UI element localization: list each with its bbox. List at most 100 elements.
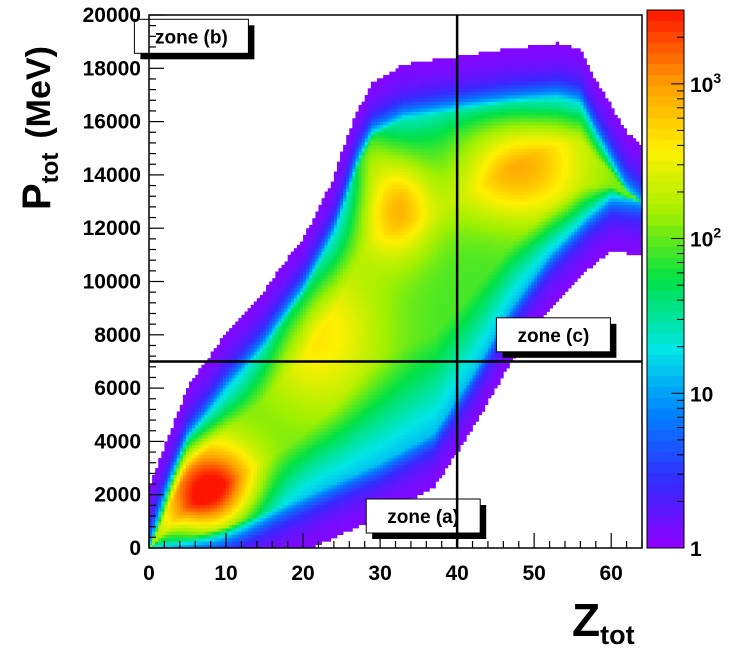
density-cell (263, 488, 267, 492)
density-cell (259, 484, 264, 489)
density-cell (278, 364, 282, 369)
density-cell (235, 341, 239, 346)
density-cell (346, 448, 350, 452)
density-cell (253, 534, 258, 539)
density-cell (321, 228, 325, 232)
density-cell (290, 401, 295, 406)
density-cell (235, 328, 239, 332)
density-cell (336, 221, 341, 226)
density-cell (235, 534, 239, 539)
density-cell (336, 501, 341, 506)
density-cell (312, 221, 316, 226)
density-cell (253, 528, 258, 532)
density-cell (324, 391, 329, 396)
density-cell (222, 411, 227, 416)
density-cell (287, 531, 292, 536)
density-cell (321, 504, 325, 509)
density-cell (256, 438, 261, 442)
density-cell (149, 484, 153, 489)
density-cell (346, 244, 350, 249)
density-cell (266, 374, 270, 379)
density-cell (182, 461, 187, 466)
density-cell (318, 514, 322, 519)
density-cell (275, 378, 279, 382)
density-cell (238, 498, 242, 502)
density-cell (238, 348, 242, 352)
density-cell (333, 334, 338, 339)
density-cell (216, 428, 221, 432)
density-cell (213, 541, 218, 546)
density-cell (333, 421, 338, 426)
density-cell (266, 541, 270, 546)
density-cell (309, 461, 313, 466)
density-cell (343, 254, 347, 259)
density-cell (229, 464, 233, 469)
density-cell (244, 314, 248, 319)
density-cell (207, 438, 211, 442)
density-cell (346, 334, 350, 339)
density-cell (259, 474, 264, 479)
density-cell (281, 384, 285, 389)
density-cell (299, 441, 304, 446)
density-cell (315, 344, 319, 349)
density-cell (167, 434, 171, 439)
density-cell (238, 494, 242, 499)
density-cell (293, 458, 298, 462)
density-cell (290, 361, 295, 366)
density-cell (349, 498, 353, 502)
density-cell (167, 478, 171, 482)
density-cell (238, 344, 242, 349)
density-cell (219, 514, 224, 519)
density-cell (250, 374, 255, 379)
density-cell (318, 444, 322, 449)
density-cell (340, 244, 344, 249)
density-cell (219, 428, 224, 432)
density-cell (269, 318, 273, 322)
density-cell (266, 498, 270, 502)
density-cell (238, 318, 242, 322)
density-cell (173, 518, 178, 522)
density-cell (290, 338, 295, 342)
density-cell (336, 354, 341, 359)
density-cell (149, 491, 153, 496)
density-cell (256, 428, 261, 432)
density-cell (263, 321, 267, 326)
density-cell (355, 398, 359, 402)
density-cell (330, 378, 335, 382)
density-cell (287, 541, 292, 546)
density-cell (343, 361, 347, 366)
density-cell (216, 374, 221, 379)
density-cell (303, 301, 307, 306)
density-cell (269, 411, 273, 416)
density-cell (324, 461, 329, 466)
density-cell (355, 474, 359, 479)
density-cell (272, 441, 276, 446)
density-cell (333, 484, 338, 489)
density-cell (275, 428, 279, 432)
density-cell (278, 351, 282, 356)
density-cell (173, 418, 178, 422)
density-cell (287, 468, 292, 472)
density-cell (330, 371, 335, 376)
density-cell (346, 201, 350, 206)
density-cell (229, 458, 233, 462)
density-cell (309, 424, 313, 429)
density-cell (306, 324, 310, 329)
density-cell (349, 314, 353, 319)
density-cell (247, 438, 252, 442)
density-cell (349, 358, 353, 362)
density-cell (296, 538, 301, 542)
density-cell (176, 438, 181, 442)
density-cell (247, 431, 252, 436)
density-cell (343, 241, 347, 246)
density-cell (306, 334, 310, 339)
density-cell (336, 454, 341, 459)
density-cell (352, 181, 356, 186)
density-cell (173, 498, 178, 502)
density-cell (263, 461, 267, 466)
density-cell (167, 474, 171, 479)
density-cell (170, 431, 174, 436)
density-cell (238, 448, 242, 452)
density-cell (284, 261, 289, 266)
density-cell (287, 391, 292, 396)
